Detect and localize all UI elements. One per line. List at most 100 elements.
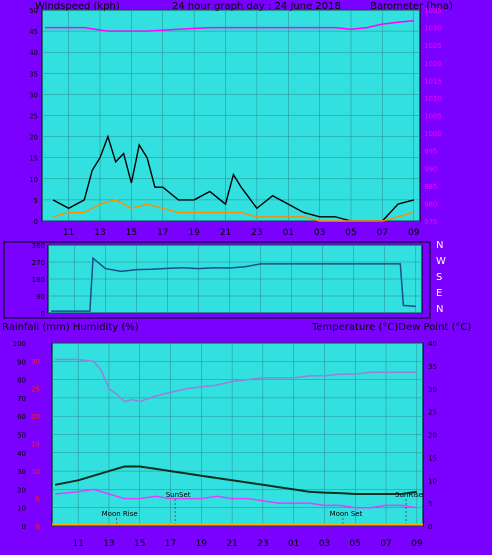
wind-right-tick: 1010 — [424, 95, 442, 103]
wind-x-tick: 05 — [345, 228, 356, 238]
temp-x-tick: 23 — [257, 539, 268, 549]
wind-x-tick: 15 — [126, 228, 137, 238]
compass-label: N — [436, 240, 443, 251]
temp-x-tick: 15 — [134, 539, 145, 549]
temp-series-line-1 — [54, 465, 417, 495]
direction-series-line — [51, 256, 416, 312]
temp-right-tick: 40 — [428, 340, 437, 348]
compass-label: S — [436, 272, 442, 283]
direction-tick: 180 — [32, 276, 45, 284]
temp-right-tick: 35 — [428, 363, 437, 371]
wind-left-tick: 35 — [29, 70, 38, 78]
temp-x-tick: 19 — [196, 539, 208, 549]
temp-series-line-2 — [55, 488, 417, 509]
rain-tick: 15 — [31, 441, 40, 449]
temp-left-label: Rainfall (mm) Humidity (%) — [2, 322, 139, 333]
temp-right-tick: 15 — [428, 454, 437, 462]
humidity-tick: 10 — [17, 505, 26, 513]
humidity-tick: 50 — [17, 432, 26, 440]
wind-grid — [42, 9, 420, 222]
rain-tick: 5 — [36, 496, 40, 504]
temp-x-tick: 01 — [288, 539, 299, 549]
wind-x-tick: 19 — [188, 228, 200, 238]
wind-left-tick: 50 — [29, 7, 38, 15]
wind-left-tick: 5 — [34, 197, 38, 205]
wind-right-tick: 1025 — [424, 42, 442, 50]
wind-right-tick: 995 — [424, 148, 437, 156]
wind-x-tick: 13 — [94, 228, 105, 238]
humidity-tick: 30 — [17, 468, 26, 476]
humidity-tick: 60 — [17, 413, 26, 421]
wind-right-label: Barometer (hpa) — [370, 1, 453, 12]
annotation-label: Moon Rise — [102, 510, 138, 518]
direction-series — [51, 256, 416, 312]
direction-tick: 90 — [36, 293, 45, 301]
rain-tick: 30 — [31, 358, 40, 366]
wind-right-tick: 980 — [424, 200, 437, 208]
wind-right-tick: 1005 — [424, 113, 442, 121]
direction-tick: 270 — [32, 259, 45, 267]
humidity-tick: 80 — [17, 377, 26, 385]
wind-right-tick: 1035 — [424, 7, 442, 15]
rain-tick: 10 — [31, 468, 40, 476]
wind-right-tick: 990 — [424, 165, 437, 173]
wind-right-tick: 1000 — [424, 130, 442, 138]
rain-tick: 20 — [31, 413, 40, 421]
temp-right-tick: 25 — [428, 409, 437, 417]
wind-series-line-2 — [52, 199, 414, 222]
wind-left-label: Windspeed (kph) — [35, 1, 120, 12]
temp-grid — [52, 342, 423, 527]
wind-left-tick: 10 — [29, 176, 38, 184]
wind-chart-title: 24 hour graph day : 24 June 2018 — [172, 1, 341, 12]
wind-right-tick: 1015 — [424, 77, 442, 85]
wind-x-tick: 21 — [220, 228, 231, 238]
temp-x-tick: 17 — [165, 539, 176, 549]
temp-x-tick: 03 — [319, 539, 330, 549]
wind-left-tick: 40 — [29, 49, 38, 57]
wind-right-tick: 985 — [424, 183, 437, 191]
wind-x-tick: 17 — [157, 228, 168, 238]
temp-right-tick: 30 — [428, 386, 437, 394]
wind-left-tick: 30 — [29, 91, 38, 99]
wind-left-tick: 45 — [29, 28, 38, 36]
humidity-tick: 90 — [17, 358, 26, 366]
temp-x-tick: 05 — [350, 539, 361, 549]
wind-tick-labels: 0510152025303540455097598098599099510001… — [29, 7, 442, 238]
wind-series-line-0 — [45, 19, 414, 32]
compass-label: N — [436, 304, 443, 315]
direction-tick: 0 — [41, 310, 45, 318]
humidity-tick: 0 — [22, 523, 26, 531]
temp-right-tick: 0 — [428, 523, 432, 531]
compass-label: W — [436, 256, 446, 267]
humidity-tick: 20 — [17, 486, 26, 494]
humidity-tick: 70 — [17, 395, 26, 403]
temp-series — [52, 358, 423, 526]
temp-x-tick: 07 — [380, 539, 391, 549]
humidity-tick: 100 — [13, 340, 26, 348]
temp-x-tick: 21 — [226, 539, 237, 549]
wind-right-tick: 1030 — [424, 25, 442, 33]
compass-label: E — [436, 288, 442, 299]
wind-left-tick: 20 — [29, 134, 38, 142]
temp-x-tick: 09 — [411, 539, 423, 549]
humidity-tick: 40 — [17, 450, 26, 458]
temp-tick-labels: 0102030405060708090100051015202530051015… — [13, 340, 437, 549]
wind-x-tick: 03 — [314, 228, 325, 238]
temp-right-label: Temperature (°C)Dew Point (°C) — [311, 322, 471, 333]
rain-tick: 0 — [36, 523, 40, 531]
wind-x-tick: 11 — [63, 228, 74, 238]
temp-annotations: Moon Rise SunSet Moon Set SunRise — [102, 491, 423, 526]
direction-tick-labels: 0 90 180 270 360 — [32, 242, 45, 318]
wind-x-tick: 01 — [283, 228, 294, 238]
wind-right-tick: 975 — [424, 218, 437, 226]
temp-x-tick: 11 — [72, 539, 83, 549]
direction-tick: 360 — [32, 242, 45, 250]
temp-series-line-0 — [55, 358, 417, 403]
rain-tick: 25 — [31, 386, 40, 394]
wind-left-tick: 0 — [34, 218, 38, 226]
temp-right-tick: 5 — [428, 500, 432, 508]
temp-right-tick: 10 — [428, 477, 437, 485]
